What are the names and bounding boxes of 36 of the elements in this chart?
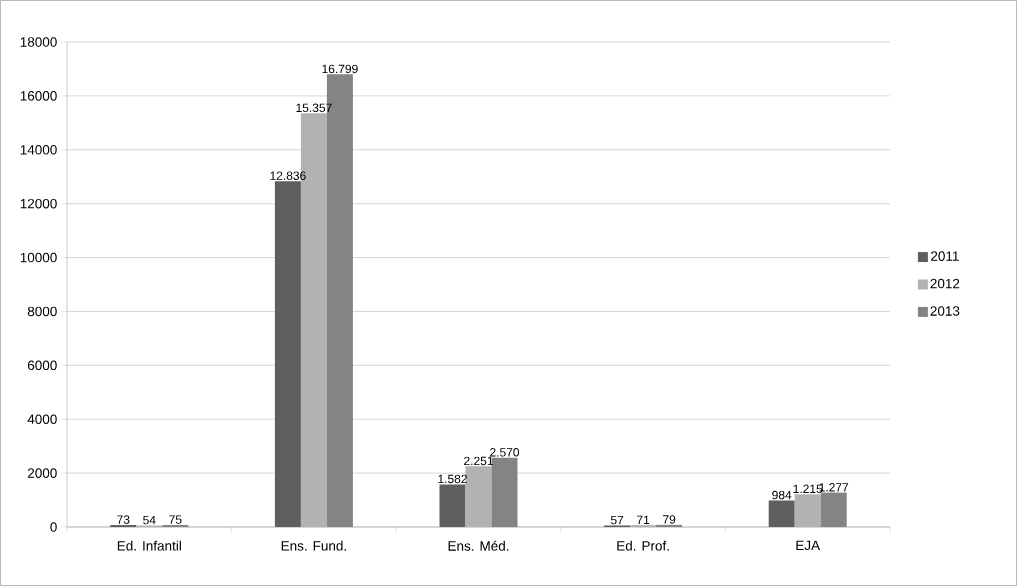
y-tick-label: 12000: [20, 198, 57, 209]
legend-label: 2013: [930, 306, 960, 316]
data-label: 57: [610, 515, 624, 525]
y-tick-label: 8000: [27, 306, 57, 317]
y-tick-label: 0: [50, 522, 57, 532]
y-tick-label: 14000: [20, 145, 57, 155]
data-label: 984: [772, 490, 792, 500]
bar: [274, 181, 301, 527]
legend-label: 2012: [930, 278, 960, 289]
y-tick-label: 6000: [27, 360, 57, 371]
x-tick-label: Ed. Prof.: [617, 540, 669, 551]
y-tick-label: 10000: [20, 252, 57, 263]
bar: [794, 494, 821, 527]
x-tick-label: EJA: [796, 540, 821, 551]
data-label: 2.570: [490, 448, 520, 457]
y-tick-label: 2000: [27, 468, 57, 478]
data-label: 16.799: [322, 64, 358, 74]
y-tick-label: 18000: [20, 37, 57, 47]
x-tick-label: Ens. Méd.: [448, 540, 509, 551]
data-label: 12.836: [270, 171, 306, 180]
data-label: 71: [637, 515, 650, 524]
data-label: 15.357: [296, 103, 332, 113]
x-tick-label: Ens. Fund.: [281, 540, 346, 551]
legend-label: 2011: [931, 251, 959, 261]
y-tick-label: 4000: [27, 414, 57, 424]
data-label: 75: [169, 515, 182, 524]
data-label: 54: [143, 515, 156, 525]
bar: [465, 466, 492, 527]
y-tick-label: 16000: [20, 91, 57, 101]
bar: [768, 500, 795, 527]
data-label: 73: [117, 515, 130, 524]
data-label: 1.582: [438, 474, 467, 484]
bar: [439, 484, 466, 527]
x-tick-label: Ed. Infantil: [117, 540, 181, 551]
data-label: 79: [663, 515, 676, 524]
data-label: 2.251: [464, 456, 493, 466]
